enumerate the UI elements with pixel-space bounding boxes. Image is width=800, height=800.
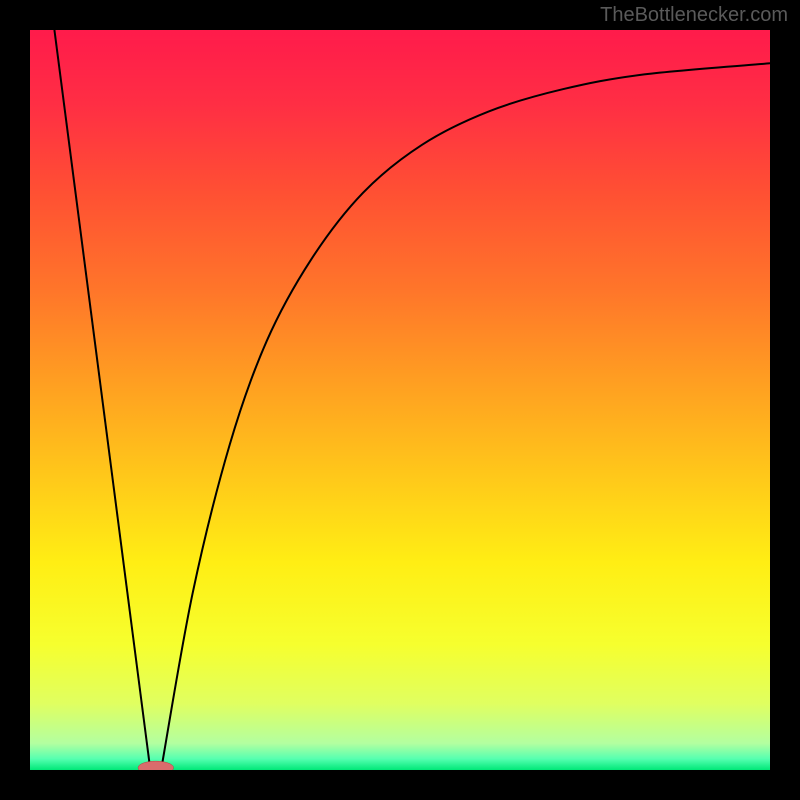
chart-svg bbox=[0, 0, 800, 800]
bottleneck-chart: TheBottlenecker.com bbox=[0, 0, 800, 800]
